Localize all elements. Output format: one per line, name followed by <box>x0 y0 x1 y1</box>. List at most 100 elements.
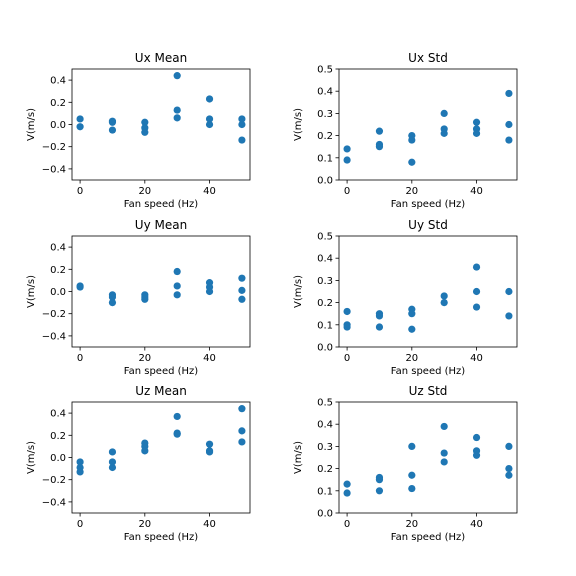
data-point <box>238 295 246 303</box>
data-point <box>343 480 351 488</box>
data-point <box>343 145 351 153</box>
data-point <box>440 299 448 307</box>
data-point <box>76 283 84 291</box>
data-point <box>238 286 246 294</box>
data-point <box>408 471 416 479</box>
y-tick-label: 0.2 <box>317 131 333 142</box>
data-point <box>375 476 384 484</box>
data-point <box>440 449 448 457</box>
data-point <box>440 109 448 117</box>
data-point <box>408 310 416 318</box>
data-point <box>505 120 513 129</box>
data-point <box>173 72 181 80</box>
data-point <box>375 143 384 151</box>
x-axis-label: Fan speed (Hz) <box>391 199 466 210</box>
data-point <box>238 136 246 144</box>
x-axis-label: Fan speed (Hz) <box>391 532 466 543</box>
x-tick-label: 0 <box>77 353 83 364</box>
data-point <box>375 323 384 331</box>
data-point <box>238 120 246 129</box>
data-point <box>505 136 513 144</box>
y-tick-label: 0.3 <box>317 276 333 287</box>
data-point <box>440 292 448 300</box>
y-tick-label: 0.1 <box>317 320 333 331</box>
data-point <box>205 95 214 103</box>
data-point <box>505 89 513 98</box>
y-axis-label: V(m/s) <box>26 441 37 474</box>
subplot-uz-mean: Uz Mean −0.4 −0.2 0.0 0.2 0.4 0 20 40 Fan speed (… <box>26 384 251 543</box>
x-axis-label: Fan speed (Hz) <box>391 366 466 377</box>
y-tick-label: 0.0 <box>317 176 333 187</box>
data-point <box>141 118 149 126</box>
data-point <box>408 442 416 450</box>
y-tick-label: −0.4 <box>42 497 66 508</box>
data-point <box>205 448 214 456</box>
data-point <box>108 126 117 134</box>
data-point <box>76 123 84 131</box>
axes-frame <box>338 68 518 181</box>
data-point <box>238 405 246 413</box>
subplot-title: Uy Mean <box>135 218 187 232</box>
y-tick-label: 0.4 <box>317 254 333 265</box>
data-point <box>505 471 513 479</box>
data-point <box>375 127 384 135</box>
data-point <box>141 295 149 303</box>
data-point <box>440 129 448 137</box>
data-point <box>108 293 117 301</box>
axes-frame <box>338 401 518 514</box>
x-tick-label: 40 <box>203 353 216 364</box>
y-tick-label: 0.4 <box>50 409 66 420</box>
x-tick-label: 40 <box>470 353 483 364</box>
data-point <box>343 156 351 164</box>
y-axis-label: V(m/s) <box>26 275 37 308</box>
data-point <box>173 430 181 438</box>
data-point <box>238 115 246 123</box>
x-axis-label: Fan speed (Hz) <box>124 199 199 210</box>
data-point <box>505 465 513 473</box>
data-point <box>238 427 246 435</box>
x-tick-label: 0 <box>77 519 83 530</box>
data-point <box>238 438 246 446</box>
x-tick-label: 0 <box>77 186 83 197</box>
y-tick-label: 0.3 <box>317 442 333 453</box>
y-axis-label: V(m/s) <box>26 108 37 141</box>
y-tick-label: −0.2 <box>42 475 66 486</box>
subplot-title: Uz Mean <box>135 384 187 398</box>
subplot-uy-std: Uy Std 0.0 0.1 0.2 0.3 0.4 0.5 0 20 40 Fan speed (… <box>293 218 518 377</box>
y-tick-label: −0.4 <box>42 331 66 342</box>
x-tick-label: 40 <box>470 519 483 530</box>
x-tick-label: 40 <box>203 519 216 530</box>
data-point <box>205 440 214 448</box>
data-point <box>343 489 351 497</box>
data-point <box>408 484 416 493</box>
subplot-uy-mean: Uy Mean −0.4 −0.2 0.0 0.2 0.4 0 20 40 Fan speed (… <box>26 218 251 377</box>
y-tick-label: −0.4 <box>42 164 66 175</box>
data-point <box>472 433 481 442</box>
subplot-uz-std: Uz Std 0.0 0.1 0.2 0.3 0.4 0.5 0 20 40 Fan speed (… <box>293 384 518 543</box>
x-tick-label: 20 <box>405 186 418 197</box>
y-tick-label: 0.0 <box>317 343 333 354</box>
subplot-title: Uz Std <box>409 384 448 398</box>
data-point <box>205 115 214 123</box>
data-point <box>505 442 513 450</box>
data-point <box>505 312 513 320</box>
data-point <box>108 448 117 456</box>
y-tick-label: −0.2 <box>42 142 66 153</box>
y-axis-label: V(m/s) <box>293 275 304 308</box>
x-tick-label: 20 <box>138 519 151 530</box>
y-tick-label: 0.2 <box>317 298 333 309</box>
data-point <box>76 115 84 123</box>
data-point <box>173 267 181 276</box>
data-point <box>472 287 481 296</box>
data-point <box>375 487 384 495</box>
y-tick-label: 0.0 <box>50 453 66 464</box>
data-point <box>440 422 448 431</box>
y-tick-label: 0.4 <box>50 76 66 87</box>
data-point <box>173 412 181 421</box>
y-tick-label: 0.0 <box>317 509 333 520</box>
data-point <box>238 274 246 282</box>
y-tick-label: 0.0 <box>50 287 66 298</box>
subplot-ux-mean: Ux Mean −0.4 −0.2 0.0 0.2 0.4 0 20 40 Fan speed (… <box>26 51 251 210</box>
